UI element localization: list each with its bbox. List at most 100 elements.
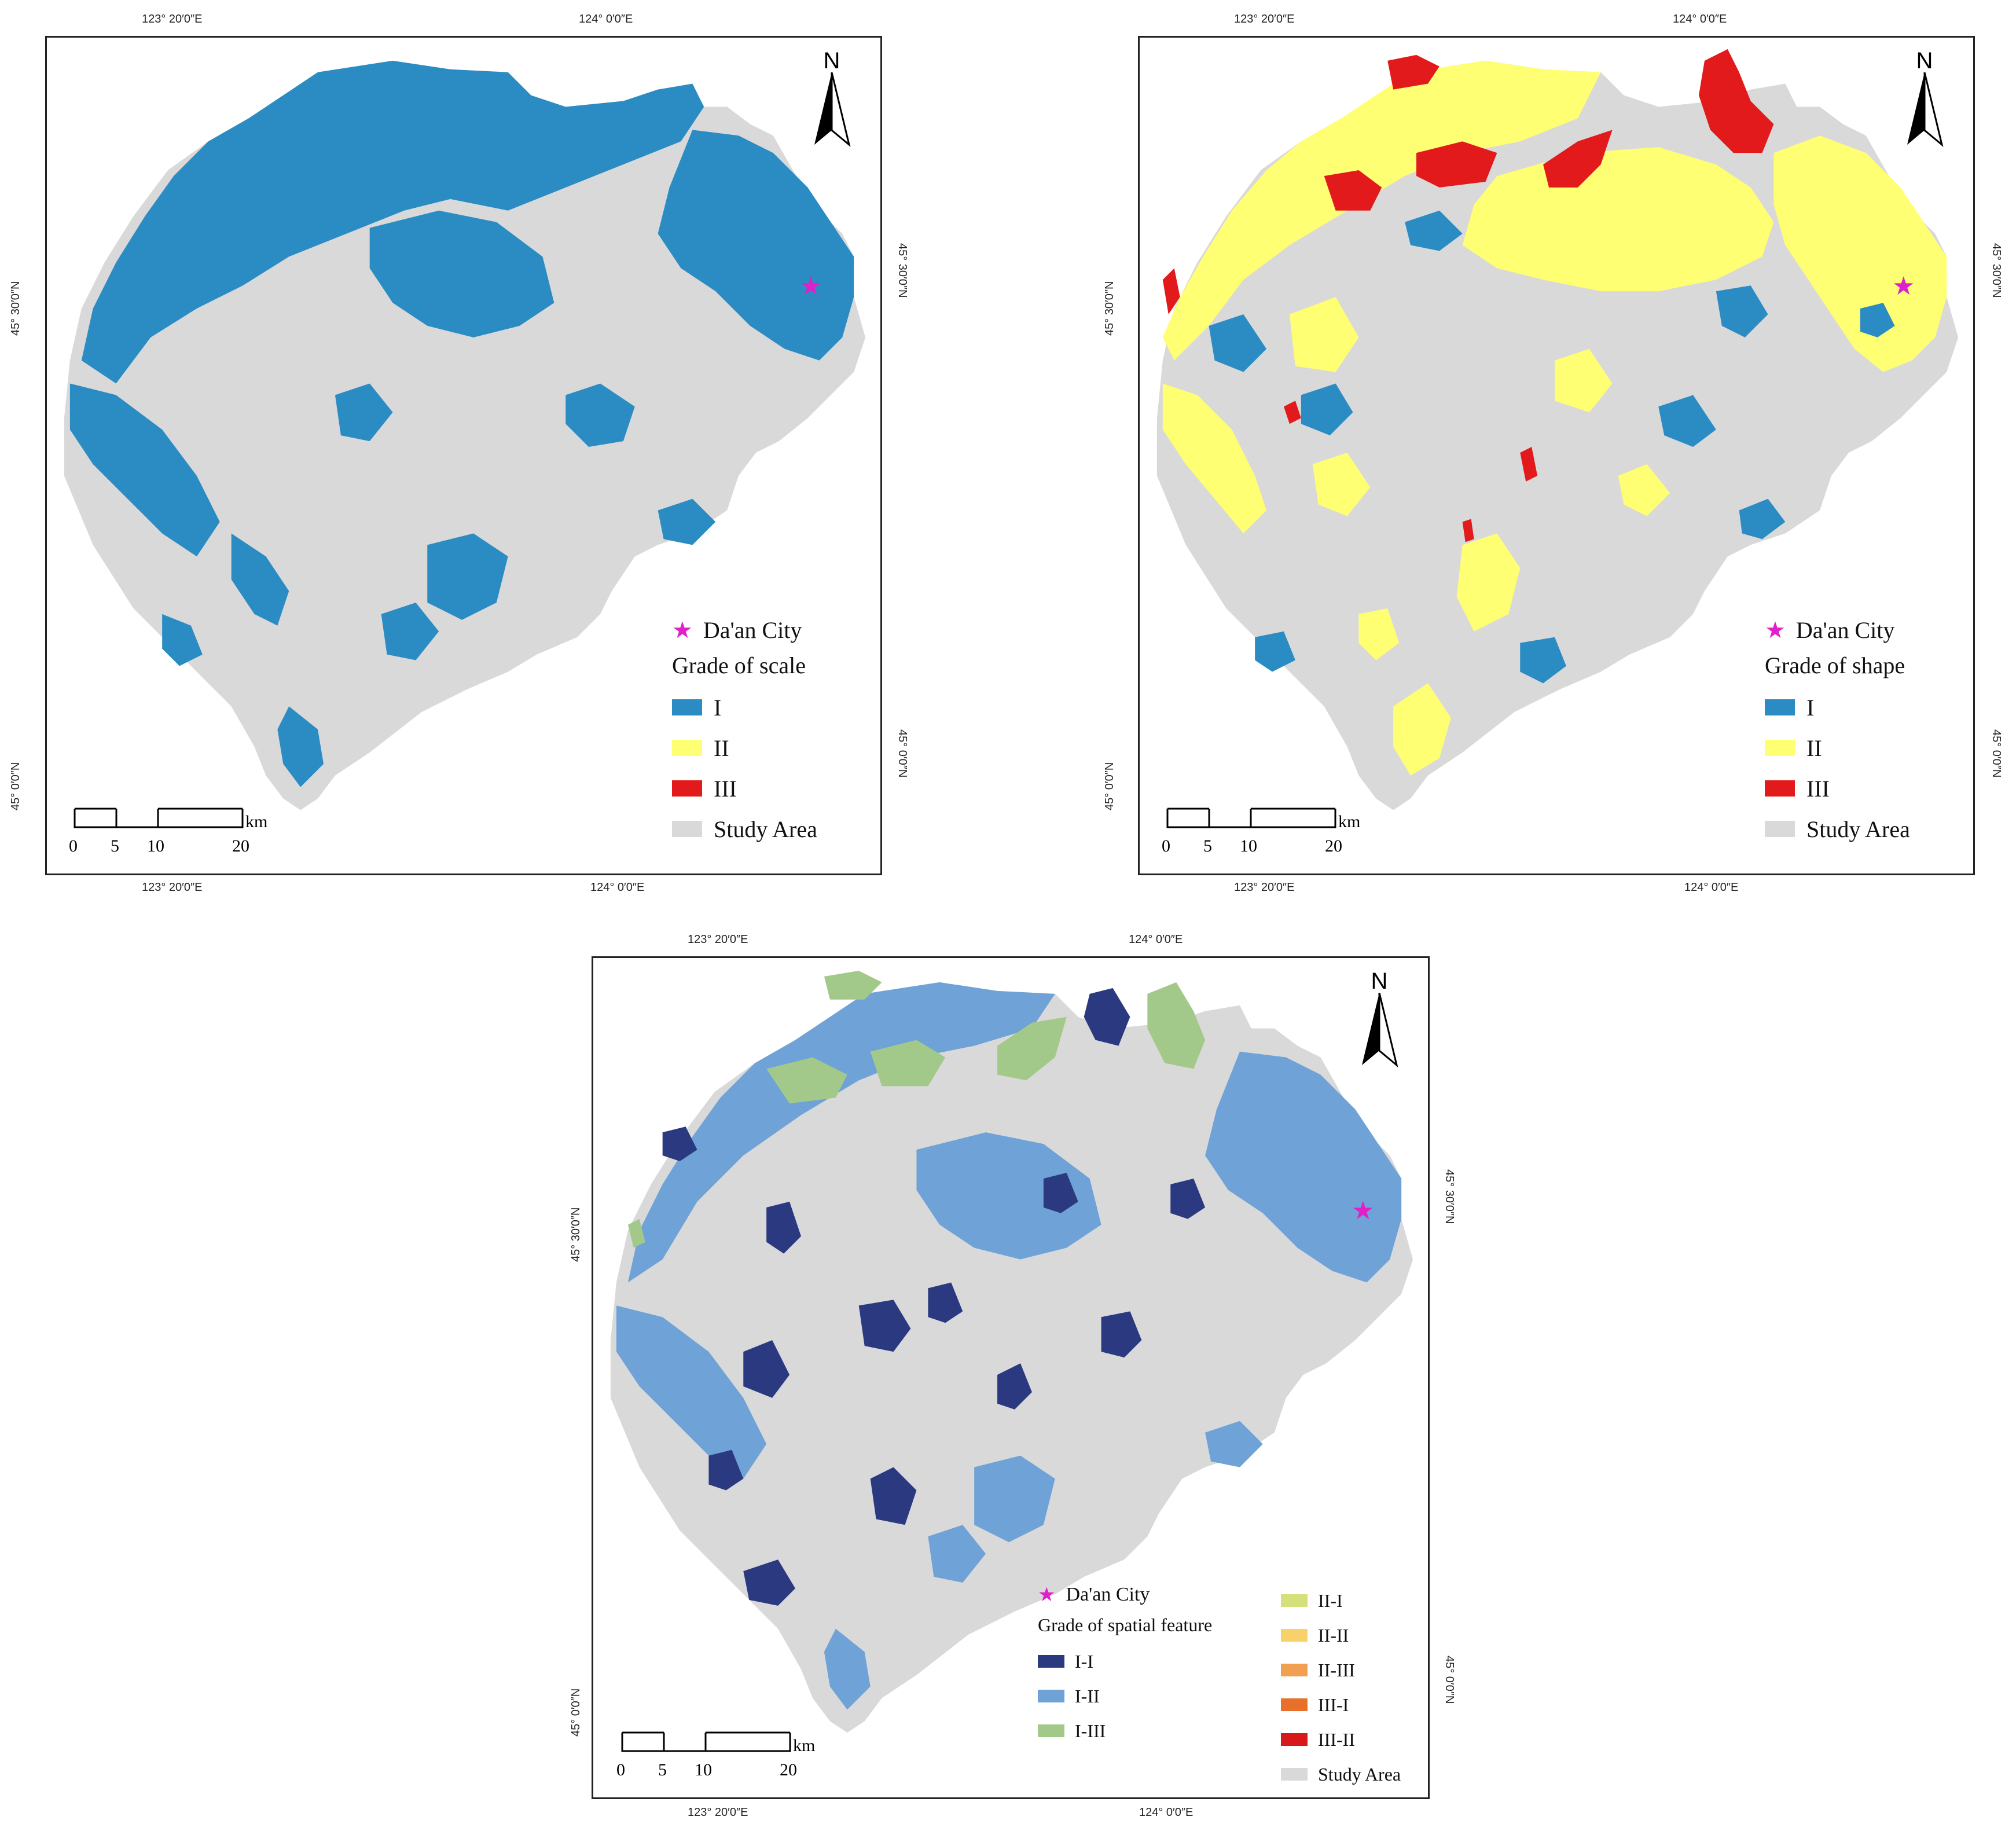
star-icon: ★ <box>672 617 693 643</box>
scale-tick-5: 5 <box>111 836 119 856</box>
grade-I-patches <box>69 60 854 787</box>
north-arrow-icon <box>1362 993 1398 1068</box>
legend-swatch <box>1281 1768 1308 1781</box>
legend-swatch <box>1281 1733 1308 1746</box>
scale-bar-graphic <box>621 1731 791 1752</box>
scale-tick-10: 10 <box>1240 836 1257 856</box>
scale-bar-p3: 0 5 10 20 km <box>616 1731 836 1783</box>
legend-swatch <box>1281 1594 1308 1607</box>
star-icon: ★ <box>1765 617 1786 643</box>
coord-right-lat-45-0-p2: 45° 0′0″N <box>1990 729 2003 778</box>
legend-title: Grade of spatial feature <box>1038 1614 1213 1635</box>
legend-label: I-I <box>1075 1650 1093 1672</box>
north-label: N <box>823 48 840 74</box>
legend-label: II <box>1806 735 1822 761</box>
scale-unit: km <box>245 812 268 831</box>
map-panel-spatial-feature: ★ N 0 5 10 20 km ★ Da'an City Grade of sp… <box>592 956 1430 1799</box>
grade-III-patches <box>1162 49 1774 542</box>
legend-title: Grade of scale <box>672 652 806 678</box>
legend-swatch <box>1281 1698 1308 1711</box>
legend-swatch <box>1765 699 1795 715</box>
legend-label: II-III <box>1318 1659 1355 1680</box>
legend-scale: ★ Da'an City Grade of scale I II III Stud… <box>672 616 817 849</box>
coord-bottom-lon-124-0-p3: 124° 0′0″E <box>1139 1806 1194 1819</box>
legend-swatch <box>1038 1724 1064 1737</box>
scale-tick-0: 0 <box>1162 836 1170 856</box>
map-shape <box>1156 49 1959 810</box>
north-label: N <box>1916 48 1933 74</box>
scale-bar-graphic <box>74 808 244 828</box>
coord-left-lat-45-0-p1: 45° 0′0″N <box>9 762 22 810</box>
legend-swatch <box>672 740 702 756</box>
legend-label: Study Area <box>714 816 817 842</box>
coord-right-lat-45-30-p3: 45° 30′0″N <box>1443 1169 1456 1224</box>
coord-bottom-lon-124-0-p2: 124° 0′0″E <box>1684 881 1739 894</box>
scale-tick-10: 10 <box>147 836 164 856</box>
grade-I-III-patches <box>627 970 1206 1248</box>
da-an-city-star-p3: ★ <box>1352 1197 1375 1225</box>
legend-shape: ★ Da'an City Grade of shape I II III Stud… <box>1765 616 1910 849</box>
legend-item: III <box>672 768 817 809</box>
legend-title: Grade of shape <box>1765 652 1905 678</box>
coord-bottom-lon-123-20-p2: 123° 20′0″E <box>1234 881 1295 894</box>
scale-tick-20: 20 <box>1325 836 1342 856</box>
legend-swatch <box>1281 1664 1308 1676</box>
legend-swatch <box>1765 780 1795 797</box>
legend-item: II-II <box>1281 1618 1401 1653</box>
north-arrow-icon <box>1907 72 1944 148</box>
scale-tick-20: 20 <box>780 1760 797 1779</box>
legend-city-entry: ★ Da'an City <box>1765 616 1910 644</box>
coord-left-lat-45-0-p3: 45° 0′0″N <box>570 1688 582 1737</box>
legend-label: III-II <box>1318 1728 1355 1750</box>
legend-item: II-I <box>1281 1583 1401 1618</box>
legend-item: Study Area <box>1281 1757 1401 1792</box>
coord-right-lat-45-0-p1: 45° 0′0″N <box>896 729 909 778</box>
legend-label: III <box>1806 775 1830 802</box>
legend-item: II <box>672 728 817 768</box>
legend-item: II <box>1765 728 1910 768</box>
scale-tick-5: 5 <box>658 1760 667 1779</box>
grade-II-patches <box>1162 60 1947 776</box>
scale-tick-20: 20 <box>232 836 249 856</box>
coord-left-lat-45-30-p3: 45° 30′0″N <box>570 1207 582 1262</box>
north-arrow-p3: N <box>1356 968 1402 1068</box>
legend-item: III <box>1765 768 1910 809</box>
grade-I-II-patches <box>616 982 1402 1710</box>
coord-left-lat-45-30-p2: 45° 30′0″N <box>1103 281 1116 336</box>
legend-city-label: Da'an City <box>1795 617 1895 643</box>
coord-top-lon-124-0-p3: 124° 0′0″E <box>1129 933 1183 946</box>
legend-city-label: Da'an City <box>1066 1584 1150 1605</box>
scale-unit: km <box>793 1736 816 1755</box>
coord-top-lon-124-0-p2: 124° 0′0″E <box>1673 13 1727 25</box>
legend-item: I <box>672 687 817 728</box>
legend-spatial-feature: ★ Da'an City Grade of spatial feature I-I… <box>1038 1583 1420 1792</box>
legend-swatch <box>1281 1629 1308 1642</box>
legend-label: II <box>714 735 729 761</box>
scale-tick-0: 0 <box>69 836 78 856</box>
legend-item: I-I <box>1038 1644 1212 1679</box>
scale-tick-5: 5 <box>1203 836 1212 856</box>
map-panel-scale: ★ N 0 5 10 20 km ★ Da'an City Grade of sc… <box>45 36 882 875</box>
legend-item: III-II <box>1281 1722 1401 1757</box>
coord-bottom-lon-124-0-p1: 124° 0′0″E <box>590 881 645 894</box>
legend-item: I-II <box>1038 1679 1212 1713</box>
legend-item: I-III <box>1038 1713 1212 1748</box>
legend-label: I <box>714 694 722 721</box>
scale-bar-graphic <box>1166 808 1336 828</box>
legend-label: I <box>1806 694 1815 721</box>
legend-swatch <box>1765 821 1795 837</box>
scale-tick-0: 0 <box>616 1760 625 1779</box>
legend-label: II-II <box>1318 1624 1349 1646</box>
legend-item: Study Area <box>672 809 817 849</box>
legend-item: II-III <box>1281 1653 1401 1687</box>
north-arrow-p1: N <box>809 48 855 148</box>
legend-swatch <box>1038 1655 1064 1668</box>
scale-bar-p2: 0 5 10 20 km <box>1162 808 1382 860</box>
legend-label: II-I <box>1318 1590 1343 1611</box>
legend-city-entry: ★ Da'an City <box>672 616 817 644</box>
coord-right-lat-45-30-p2: 45° 30′0″N <box>1990 243 2003 298</box>
coord-right-lat-45-30-p1: 45° 30′0″N <box>896 243 909 298</box>
coord-bottom-lon-123-20-p3: 123° 20′0″E <box>688 1806 748 1819</box>
legend-label: Study Area <box>1806 816 1910 842</box>
legend-label: I-II <box>1075 1685 1100 1706</box>
